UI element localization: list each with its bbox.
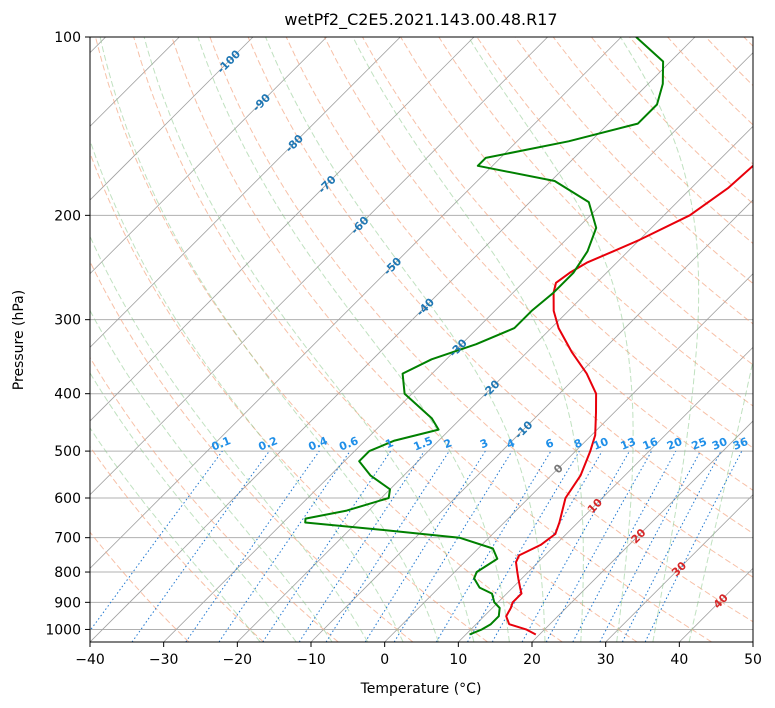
- x-tick-label: 0: [380, 652, 389, 668]
- x-tick-label: 20: [523, 652, 541, 668]
- isotherm-line: [90, 37, 622, 569]
- dry-adiabat-line: [438, 37, 753, 366]
- isotherm-line: [90, 37, 696, 642]
- x-tick-label: 10: [449, 652, 467, 668]
- x-tick-label: −30: [149, 652, 179, 668]
- dry-adiabat-line: [95, 37, 563, 642]
- mixing-ratio-label: 25: [690, 435, 709, 453]
- mixing-ratio-label: 13: [619, 435, 638, 453]
- dry-adiabat-line: [285, 37, 753, 535]
- x-tick-label: 50: [744, 652, 762, 668]
- moist-adiabat-line: [197, 37, 510, 642]
- isotherm-line: [90, 37, 475, 422]
- dry-adiabat-line: [133, 37, 638, 642]
- mixing-ratio-line: [393, 450, 513, 642]
- background-lines: [90, 37, 753, 642]
- y-tick-label: 400: [54, 387, 81, 403]
- plot-frame: [89, 36, 754, 643]
- y-tick-label: 500: [54, 444, 81, 460]
- moist-adiabat-line: [90, 235, 369, 642]
- mixing-ratio-label: 1: [383, 436, 395, 451]
- mixing-ratio-line: [644, 450, 743, 642]
- isotherm-line: [90, 37, 254, 201]
- dry-adiabat-line: [247, 37, 753, 578]
- chart-title: wetPf2_C2E5.2021.143.00.48.R17: [284, 10, 557, 30]
- y-tick-label: 100: [54, 30, 81, 46]
- mixing-ratio-label: 2: [442, 436, 454, 451]
- x-axis-label: Temperature (°C): [360, 681, 482, 697]
- isotherm-line: [458, 346, 753, 642]
- dry-adiabat-line: [362, 37, 753, 449]
- moist-adiabat-line: [265, 37, 546, 642]
- dry-adiabat-line: [514, 37, 753, 285]
- x-tick-label: 40: [670, 652, 688, 668]
- dewpoint-profile-line: [304, 37, 665, 636]
- mixing-ratio-line: [521, 450, 630, 642]
- moist-adiabat-line: [90, 309, 333, 642]
- isotherm-line: [90, 37, 327, 275]
- y-tick-label: 300: [54, 313, 81, 329]
- mixing-ratio-label: 10: [591, 435, 610, 453]
- mixing-ratio-label: 8: [572, 436, 584, 451]
- dry-adiabat-line: [90, 445, 264, 642]
- moist-adiabat-line: [90, 138, 404, 642]
- mixing-ratio-line: [325, 450, 450, 642]
- moist-adiabat-line: [99, 37, 439, 642]
- dry-adiabat-line: [209, 37, 753, 623]
- y-tick-label: 900: [54, 595, 81, 611]
- mixing-ratio-label: 36: [731, 435, 750, 453]
- x-tick-label: −40: [75, 652, 105, 668]
- moist-adiabat-line: [143, 37, 475, 642]
- mixing-ratio-line: [298, 450, 425, 642]
- mixing-ratio-line: [545, 450, 653, 642]
- y-tick-label: 200: [54, 208, 81, 224]
- isotherm-line: [605, 494, 753, 642]
- x-tick-label: −10: [296, 652, 326, 668]
- dry-adiabat-line: [90, 260, 414, 642]
- y-tick-label: 800: [54, 565, 81, 581]
- mixing-ratio-label: 20: [665, 435, 684, 453]
- series-group: [304, 37, 753, 636]
- mixing-ratio-label: 30: [710, 435, 729, 453]
- mixing-ratio-label: 16: [641, 435, 660, 453]
- mixing-ratio-line: [185, 450, 320, 642]
- x-tick-label: 30: [597, 652, 615, 668]
- isotherm-line: [163, 52, 753, 642]
- dry-adiabat-line: [90, 151, 488, 642]
- y-tick-label: 600: [54, 491, 81, 507]
- isotherm-line: [90, 37, 401, 348]
- mixing-ratio-line: [218, 450, 351, 642]
- y-tick-label: 1000: [45, 622, 81, 638]
- moist-adiabat-line: [619, 37, 700, 642]
- temperature-profile-line: [505, 164, 753, 636]
- isotherm-line: [384, 273, 753, 642]
- mixing-ratio-line: [90, 450, 223, 632]
- mixing-ratio-line: [131, 450, 270, 642]
- mixing-ratio-line: [572, 450, 677, 642]
- isotherm-line: [90, 37, 548, 496]
- moist-adiabat-line: [688, 358, 753, 642]
- x-tick-label: −20: [223, 652, 253, 668]
- isotherm-line: [237, 125, 753, 642]
- moist-adiabat-line: [90, 371, 297, 642]
- dry-adiabat-line: [90, 531, 190, 642]
- dry-adiabat-line: [400, 37, 753, 407]
- dry-adiabat-line: [171, 37, 712, 642]
- isotherm-line: [531, 420, 753, 642]
- y-tick-label: 700: [54, 531, 81, 547]
- y-axis-label: Pressure (hPa): [11, 290, 27, 390]
- mixing-ratio-label: 3: [478, 436, 490, 451]
- axes: −40 −30 −20 −10 0 10 20 30 40 50 100 200 300 400 500 60…: [45, 30, 762, 668]
- dry-adiabat-line: [90, 356, 339, 642]
- mixing-ratio-line: [262, 450, 392, 642]
- moist-adiabat-line: [467, 37, 634, 642]
